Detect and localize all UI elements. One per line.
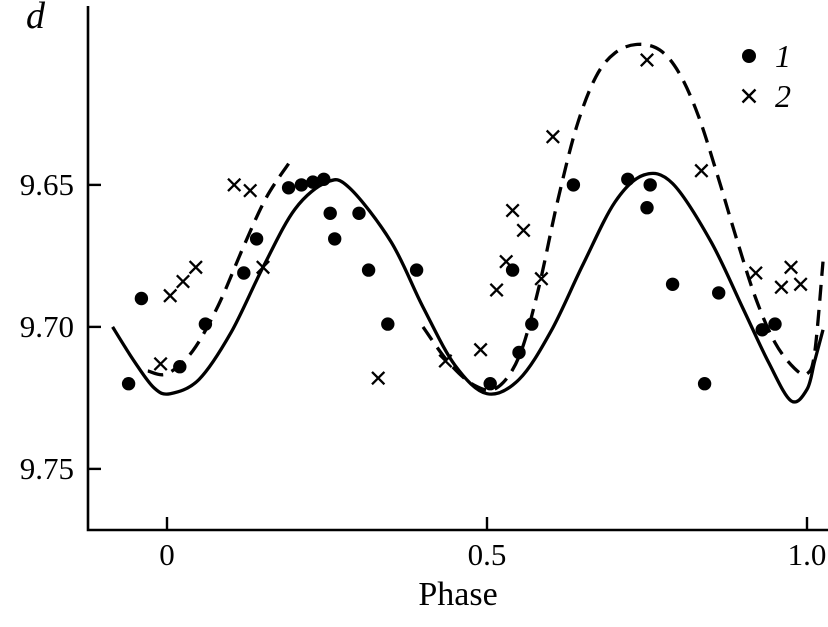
data-point-cross [516,223,531,238]
legend-item-series-2: 2 [738,78,791,114]
axes-spines [86,6,828,532]
legend-item-series-1: 1 [738,38,791,74]
legend: 1 2 [738,38,791,114]
data-point-filled-circle [525,317,539,331]
data-point-filled-circle [306,175,320,189]
data-point-filled-circle [640,201,654,215]
data-point-cross [793,277,808,292]
data-point-filled-circle [483,377,497,391]
data-point-cross [175,274,191,289]
data-point-filled-circle [134,291,149,306]
data-point-filled-circle [173,360,187,374]
data-point-cross [188,260,203,275]
curve-fit-dashed-segment-a [147,162,290,377]
data-point-filled-circle [281,181,296,195]
data-point-cross [371,371,386,386]
data-point-cross [639,52,655,68]
data-point-cross [438,353,453,369]
data-point-cross [499,254,514,269]
legend-label-series-2: 2 [775,78,791,114]
data-point-cross [694,163,709,178]
data-point-cross [243,183,258,198]
legend-label-series-1: 1 [775,38,791,74]
data-point-filled-circle [198,317,213,331]
data-point-filled-circle [768,317,782,331]
x-tick-label: 0 [159,537,175,572]
data-point-cross [163,288,178,303]
data-point-filled-circle [697,377,712,391]
data-point-filled-circle [352,206,366,220]
data-point-filled-circle [512,345,526,360]
data-point-cross [545,129,560,144]
data-point-filled-circle [755,323,769,337]
data-point-filled-circle [249,232,264,246]
data-point-filled-circle [328,232,342,246]
data-point-cross [534,271,549,286]
data-point-filled-circle [643,178,657,192]
data-point-filled-circle [317,172,331,186]
data-point-cross [227,177,242,192]
data-point-filled-circle [361,263,376,277]
data-point-filled-circle [409,263,424,277]
data-point-filled-circle [505,263,520,277]
curve-fit-solid [111,171,825,404]
data-point-filled-circle [566,178,581,192]
data-point-filled-circle [621,172,635,186]
data-point-cross [255,260,271,275]
y-tick-label: 9.70 [19,308,74,344]
data-point-cross [774,280,789,295]
x-tick-label: 0.5 [467,537,507,572]
data-point-cross [489,282,504,298]
data-point-filled-circle [294,178,309,192]
data-point-filled-circle [323,206,337,220]
data-point-filled-circle [381,317,395,331]
data-point-cross [748,265,763,281]
data-point-cross [505,203,520,218]
cross-icon [738,85,760,107]
data-point-filled-circle [121,377,136,391]
y-axis-symbol: d [26,0,45,37]
data-point-cross [473,342,488,357]
x-tick-label: 1.0 [787,537,827,572]
data-point-filled-circle [665,277,680,291]
data-point-cross [153,356,168,371]
x-axis-title: Phase [418,576,498,613]
filled-circle-icon [738,45,760,67]
y-tick-label: 9.65 [19,166,74,202]
data-point-filled-circle [237,266,251,280]
y-tick-label: 9.75 [19,450,74,486]
data-point-filled-circle [712,286,726,300]
data-point-cross [783,260,799,275]
